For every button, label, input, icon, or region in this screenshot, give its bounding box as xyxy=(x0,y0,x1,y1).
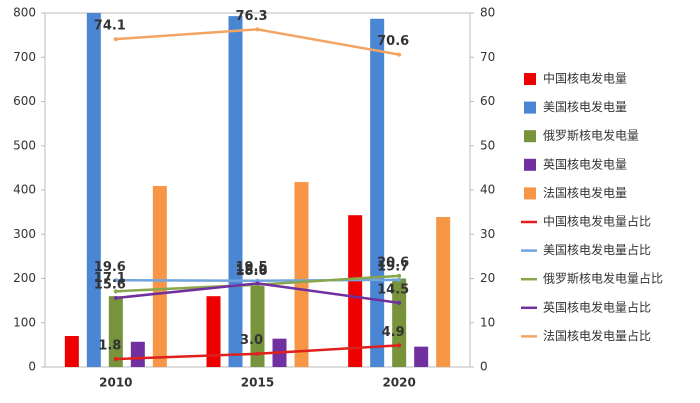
legend-label: 法国核电发电量 xyxy=(543,185,627,200)
line-point xyxy=(255,281,260,286)
legend-label: 美国核电发电量 xyxy=(543,99,627,114)
data-label: 3.0 xyxy=(240,333,263,348)
data-label: 74.1 xyxy=(94,19,126,34)
x-tick-label: 2020 xyxy=(382,376,415,390)
legend-label: 英国核电发电量 xyxy=(543,156,627,171)
data-label: 19.7 xyxy=(377,259,409,274)
line-point xyxy=(397,273,402,278)
y2-tick-label: 60 xyxy=(480,94,495,108)
bar xyxy=(370,18,385,367)
data-label: 4.9 xyxy=(382,325,405,340)
y-tick-label: 200 xyxy=(13,271,36,285)
y2-tick-label: 70 xyxy=(480,50,495,64)
bar xyxy=(348,215,363,367)
line-point xyxy=(113,37,118,42)
y2-tick-label: 40 xyxy=(480,183,495,197)
y-tick-label: 500 xyxy=(13,138,36,152)
bar xyxy=(206,296,221,367)
y2-tick-label: 20 xyxy=(480,271,495,285)
data-label: 1.8 xyxy=(98,339,121,354)
bar xyxy=(436,216,451,367)
bar xyxy=(64,336,79,367)
legend-marker xyxy=(524,158,536,171)
bar xyxy=(130,341,145,367)
bar xyxy=(250,286,265,367)
bar xyxy=(294,182,309,367)
data-label: 18.6 xyxy=(235,264,267,279)
data-label: 19.6 xyxy=(94,260,126,275)
line-point xyxy=(397,52,402,57)
y-tick-label: 700 xyxy=(13,50,36,64)
line-point xyxy=(397,343,402,348)
line-point xyxy=(255,351,260,356)
legend-label: 俄罗斯核电发电量占比 xyxy=(543,271,663,286)
legend-label: 美国核电发电量占比 xyxy=(543,242,651,257)
data-label: 18.9 xyxy=(235,263,267,278)
legend-label: 中国核电发电量 xyxy=(543,71,627,86)
data-label: 20.6 xyxy=(377,255,409,270)
legend-marker xyxy=(524,130,536,143)
data-label: 76.3 xyxy=(235,9,267,24)
bar xyxy=(152,186,167,367)
y2-tick-label: 80 xyxy=(480,6,495,20)
data-label: 14.5 xyxy=(377,282,409,297)
y-tick-label: 800 xyxy=(13,6,36,20)
legend-label: 中国核电发电量占比 xyxy=(543,214,651,229)
bar xyxy=(414,346,429,367)
line-point xyxy=(113,357,118,362)
legend-label: 俄罗斯核电发电量 xyxy=(543,128,639,143)
y-tick-label: 100 xyxy=(13,315,36,329)
legend-marker xyxy=(524,101,536,114)
legend-label: 法国核电发电量占比 xyxy=(543,328,651,343)
bar xyxy=(108,296,123,367)
bars xyxy=(64,13,451,367)
bar xyxy=(86,13,101,367)
data-label: 19.5 xyxy=(235,260,267,275)
data-label: 15.6 xyxy=(94,277,126,292)
legend-marker xyxy=(524,73,536,85)
line xyxy=(115,28,400,56)
line-point xyxy=(113,278,118,283)
y-tick-label: 400 xyxy=(13,183,36,197)
y2-tick-label: 0 xyxy=(480,360,488,374)
data-label: 70.6 xyxy=(377,34,409,49)
y2-tick-label: 30 xyxy=(480,227,495,241)
y-tick-label: 0 xyxy=(28,360,36,374)
y-tick-label: 600 xyxy=(13,94,36,108)
line-point xyxy=(255,27,260,32)
y2-tick-label: 10 xyxy=(480,315,495,329)
line-point xyxy=(113,289,118,294)
line-point xyxy=(397,300,402,305)
line-point xyxy=(113,295,118,300)
legend-marker xyxy=(524,187,536,200)
x-tick-label: 2015 xyxy=(241,376,274,390)
data-label: 17.1 xyxy=(94,271,126,286)
x-tick-label: 2010 xyxy=(99,376,132,390)
legend-label: 英国核电发电量占比 xyxy=(543,299,651,314)
bar xyxy=(228,16,243,367)
line-point xyxy=(397,277,402,282)
y-tick-label: 300 xyxy=(13,227,36,241)
y2-tick-label: 50 xyxy=(480,138,495,152)
